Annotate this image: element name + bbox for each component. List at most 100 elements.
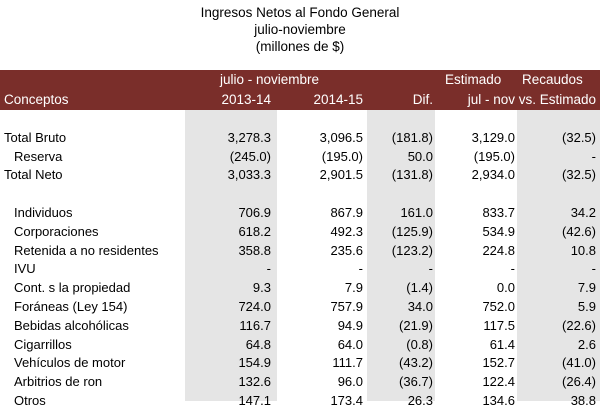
value-2013-14: 358.8 — [238, 242, 271, 258]
table-row: Total Neto 3,033.3 2,901.5 (131.8) 2,934.0 (3… — [0, 166, 600, 185]
header-vs-estimado: vs. Estimado — [518, 92, 596, 107]
row-label: Otros — [14, 392, 46, 408]
value-recaudos-vs-estimado: 2.6 — [577, 336, 596, 352]
shaded-column-recaudos — [517, 110, 600, 401]
value-2014-15: 96.0 — [337, 374, 363, 390]
table-row: Total Bruto 3,278.3 3,096.5 (181.8) 3,129.0 (… — [0, 129, 600, 148]
value-2014-15: 7.9 — [344, 280, 363, 296]
value-recaudos-vs-estimado: - — [591, 261, 596, 277]
value-2013-14: 154.9 — [238, 355, 271, 371]
value-recaudos-vs-estimado: 10.8 — [570, 242, 596, 258]
table-row: Cigarrillos 64.8 64.0 (0.8) 61.4 2.6 — [0, 336, 600, 355]
value-recaudos-vs-estimado: 5.9 — [577, 298, 596, 314]
value-2013-14: 706.9 — [238, 204, 271, 220]
value-dif: (21.9) — [399, 317, 433, 333]
value-dif: (125.9) — [391, 223, 433, 239]
value-2013-14: - — [266, 261, 271, 277]
value-dif: (181.8) — [391, 129, 433, 145]
value-dif: 26.3 — [407, 392, 433, 408]
value-recaudos-vs-estimado: 34.2 — [570, 204, 596, 220]
table-row: Individuos 706.9 867.9 161.0 833.7 34.2 — [0, 204, 600, 223]
value-estimado: 534.9 — [482, 223, 515, 239]
table-row — [0, 185, 600, 204]
value-2014-15: 867.9 — [330, 204, 363, 220]
value-2014-15: 94.9 — [337, 317, 363, 333]
value-recaudos-vs-estimado: (32.5) — [562, 129, 596, 145]
value-2013-14: 3,033.3 — [227, 167, 271, 183]
value-2014-15: 235.6 — [330, 242, 363, 258]
row-label: Retenida a no residentes — [14, 242, 159, 258]
value-2014-15: - — [358, 261, 363, 277]
value-estimado: 224.8 — [482, 242, 515, 258]
value-2013-14: (245.0) — [229, 148, 271, 164]
value-dif: (123.2) — [391, 242, 433, 258]
header-estimado: Estimado — [445, 72, 502, 87]
table-row: Reserva (245.0) (195.0) 50.0 (195.0) - — [0, 148, 600, 167]
header-group-period: julio - noviembre — [220, 72, 320, 87]
value-2013-14: 3,278.3 — [227, 129, 271, 145]
title-line-2: julio-noviembre — [254, 22, 346, 37]
value-estimado: - — [510, 261, 515, 277]
table-title: Ingresos Netos al Fondo General julio-no… — [0, 4, 600, 55]
value-dif: (131.8) — [391, 167, 433, 183]
row-label: Total Bruto — [4, 129, 67, 145]
row-label: IVU — [14, 261, 36, 277]
table-header: julio - noviembre Estimado Recaudos Conc… — [0, 70, 600, 110]
value-recaudos-vs-estimado: (22.6) — [562, 317, 596, 333]
row-label: Vehículos de motor — [14, 355, 126, 371]
value-estimado: 752.0 — [482, 298, 515, 314]
value-recaudos-vs-estimado: (41.0) — [562, 355, 596, 371]
value-estimado: 117.5 — [483, 317, 515, 333]
value-estimado: 152.7 — [482, 355, 515, 371]
value-dif: (0.8) — [406, 336, 433, 352]
shaded-column-dif — [367, 110, 435, 401]
row-label: Corporaciones — [14, 223, 99, 239]
value-estimado: 2,934.0 — [471, 167, 515, 183]
value-2014-15: 3,096.5 — [319, 129, 363, 145]
row-label: Individuos — [14, 204, 73, 220]
title-line-3: (millones de $) — [255, 39, 345, 54]
value-2014-15: 173.4 — [330, 392, 363, 408]
value-2014-15: (195.0) — [321, 148, 363, 164]
value-2014-15: 492.3 — [330, 223, 363, 239]
title-line-1: Ingresos Netos al Fondo General — [200, 5, 400, 20]
header-recaudos: Recaudos — [522, 72, 583, 87]
value-estimado: 3,129.0 — [471, 129, 515, 145]
row-label: Total Neto — [4, 167, 63, 183]
value-2014-15: 64.0 — [337, 336, 363, 352]
table-row: Bebidas alcohólicas 116.7 94.9 (21.9) 117.5 (… — [0, 317, 600, 336]
header-col-2014-15: 2014-15 — [313, 92, 363, 107]
table-row: Retenida a no residentes 358.8 235.6 (123.2… — [0, 242, 600, 261]
value-recaudos-vs-estimado: - — [591, 148, 596, 164]
table-row: Corporaciones 618.2 492.3 (125.9) 534.9 (42.6… — [0, 223, 600, 242]
value-2013-14: 147.1 — [238, 392, 271, 408]
header-col-2013-14: 2013-14 — [221, 92, 271, 107]
value-estimado: 0.0 — [496, 280, 515, 296]
header-jul-nov: jul - nov — [467, 92, 515, 107]
value-recaudos-vs-estimado: 38.8 — [570, 392, 596, 408]
header-conceptos: Conceptos — [4, 92, 69, 107]
value-recaudos-vs-estimado: (42.6) — [562, 223, 596, 239]
value-dif: 50.0 — [407, 148, 433, 164]
value-2013-14: 9.3 — [252, 280, 271, 296]
table-row — [0, 110, 600, 129]
table-body: Total Bruto 3,278.3 3,096.5 (181.8) 3,129.0 (… — [0, 110, 600, 411]
table-row: Foráneas (Ley 154) 724.0 757.9 34.0 752.0 5.9 — [0, 298, 600, 317]
value-2014-15: 757.9 — [330, 298, 363, 314]
row-label: Cont. s la propiedad — [14, 280, 131, 296]
value-dif: 34.0 — [407, 298, 433, 314]
value-estimado: 833.7 — [482, 204, 515, 220]
value-estimado: 122.4 — [482, 374, 515, 390]
row-label: Cigarrillos — [14, 336, 72, 352]
shaded-column-2013-14 — [185, 110, 277, 401]
row-label: Arbitrios de ron — [14, 374, 103, 390]
table-row: Cont. s la propiedad 9.3 7.9 (1.4) 0.0 7.9 — [0, 279, 600, 298]
value-2013-14: 116.7 — [239, 317, 271, 333]
value-2013-14: 132.6 — [238, 374, 271, 390]
value-recaudos-vs-estimado: (26.4) — [562, 374, 596, 390]
value-dif: 161.0 — [400, 204, 433, 220]
header-dif: Dif. — [412, 92, 433, 107]
value-2014-15: 111.7 — [332, 355, 363, 371]
value-dif: (36.7) — [399, 374, 433, 390]
value-estimado: (195.0) — [473, 148, 515, 164]
